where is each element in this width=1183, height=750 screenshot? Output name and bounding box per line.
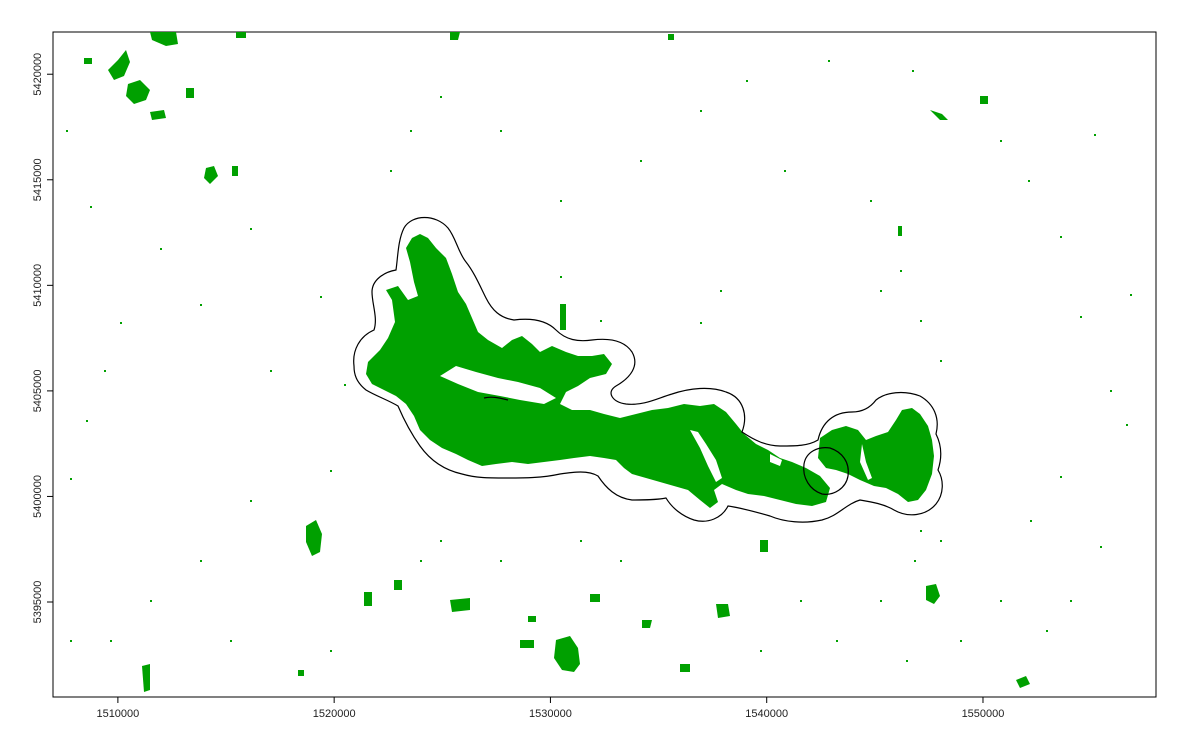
buffer-outline-main bbox=[353, 216, 943, 523]
x-tick-label: 1550000 bbox=[962, 708, 1005, 720]
y-tick-label: 5400000 bbox=[32, 475, 44, 518]
x-tick-label: 1510000 bbox=[96, 708, 139, 720]
forest-cover-layer bbox=[366, 234, 934, 508]
forest-gaps bbox=[440, 366, 872, 482]
forest-dot-scatter bbox=[66, 60, 1132, 662]
forest-patch-scatter bbox=[84, 32, 1030, 692]
forest-patch-main-ridge bbox=[366, 234, 830, 508]
y-tick-label: 5405000 bbox=[32, 369, 44, 412]
forest-patch-east-block bbox=[818, 408, 934, 502]
x-tick-label: 1520000 bbox=[313, 708, 356, 720]
y-tick-label: 5415000 bbox=[32, 158, 44, 201]
y-tick-label: 5420000 bbox=[32, 53, 44, 96]
y-tick-label: 5395000 bbox=[32, 581, 44, 624]
buffer-outline-junction bbox=[803, 447, 849, 495]
x-axis: 1510000 1520000 1530000 1540000 1550000 bbox=[96, 697, 1004, 720]
y-axis: 5395000 5400000 5405000 5410000 5415000 54200… bbox=[32, 53, 53, 624]
x-tick-label: 1530000 bbox=[529, 708, 572, 720]
x-tick-label: 1540000 bbox=[745, 708, 788, 720]
y-tick-label: 5410000 bbox=[32, 264, 44, 307]
buffer-outline-inner-fragment bbox=[483, 396, 509, 401]
